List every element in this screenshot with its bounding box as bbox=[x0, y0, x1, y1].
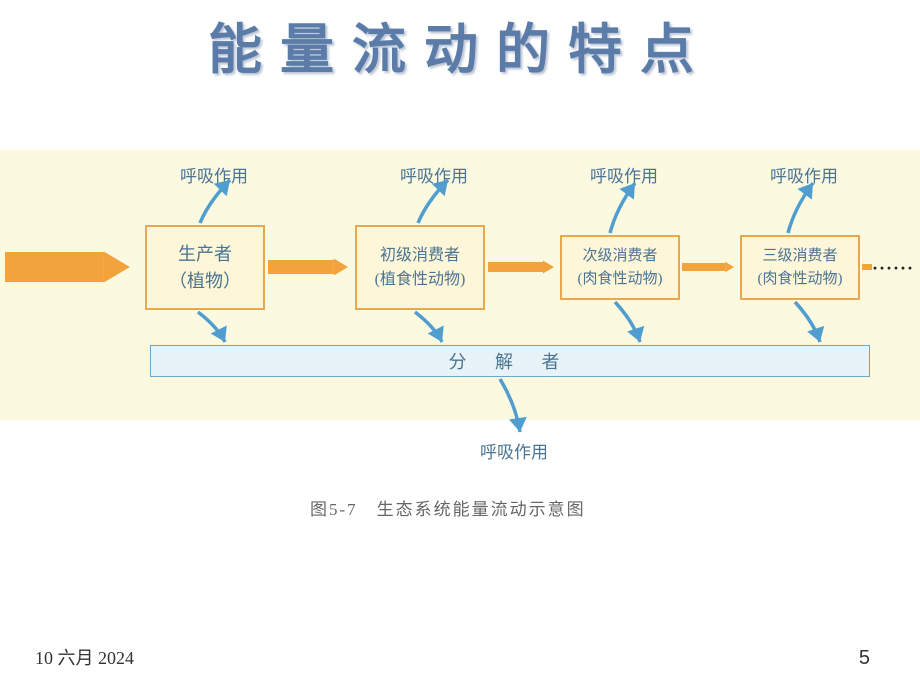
node-primary-line1: 初级消费者 bbox=[380, 244, 460, 268]
node-tertiary-line1: 三级消费者 bbox=[762, 245, 837, 268]
node-secondary: 次级消费者(肉食性动物) bbox=[560, 235, 680, 300]
node-primary: 初级消费者(植食性动物) bbox=[355, 225, 485, 310]
footer-page-number: 5 bbox=[859, 647, 870, 670]
node-tertiary-line2: (肉食性动物) bbox=[758, 268, 843, 291]
node-secondary-line1: 次级消费者 bbox=[582, 245, 657, 268]
decomposer-label: 分 解 者 bbox=[449, 348, 572, 374]
respiration-label-1: 呼吸作用 bbox=[400, 162, 468, 187]
continuation-dots: ······ bbox=[872, 258, 914, 279]
respiration-label-0: 呼吸作用 bbox=[180, 162, 248, 187]
node-producer: 生产者（植物） bbox=[145, 225, 265, 310]
node-secondary-line2: (肉食性动物) bbox=[578, 268, 663, 291]
respiration-label-3: 呼吸作用 bbox=[770, 162, 838, 187]
node-primary-line2: (植食性动物) bbox=[375, 268, 466, 292]
slide-title: 能量流动的特点 bbox=[208, 5, 712, 84]
node-tertiary: 三级消费者(肉食性动物) bbox=[740, 235, 860, 300]
node-producer-line2: （植物） bbox=[169, 268, 241, 295]
figure-caption: 图5-7 生态系统能量流动示意图 bbox=[310, 495, 586, 520]
footer-date: 10 六月 2024 bbox=[35, 644, 134, 670]
decomposer-box: 分 解 者 bbox=[150, 345, 870, 377]
node-producer-line1: 生产者 bbox=[178, 241, 232, 268]
respiration-label-2: 呼吸作用 bbox=[590, 162, 658, 187]
respiration-label-4: 呼吸作用 bbox=[480, 438, 548, 463]
